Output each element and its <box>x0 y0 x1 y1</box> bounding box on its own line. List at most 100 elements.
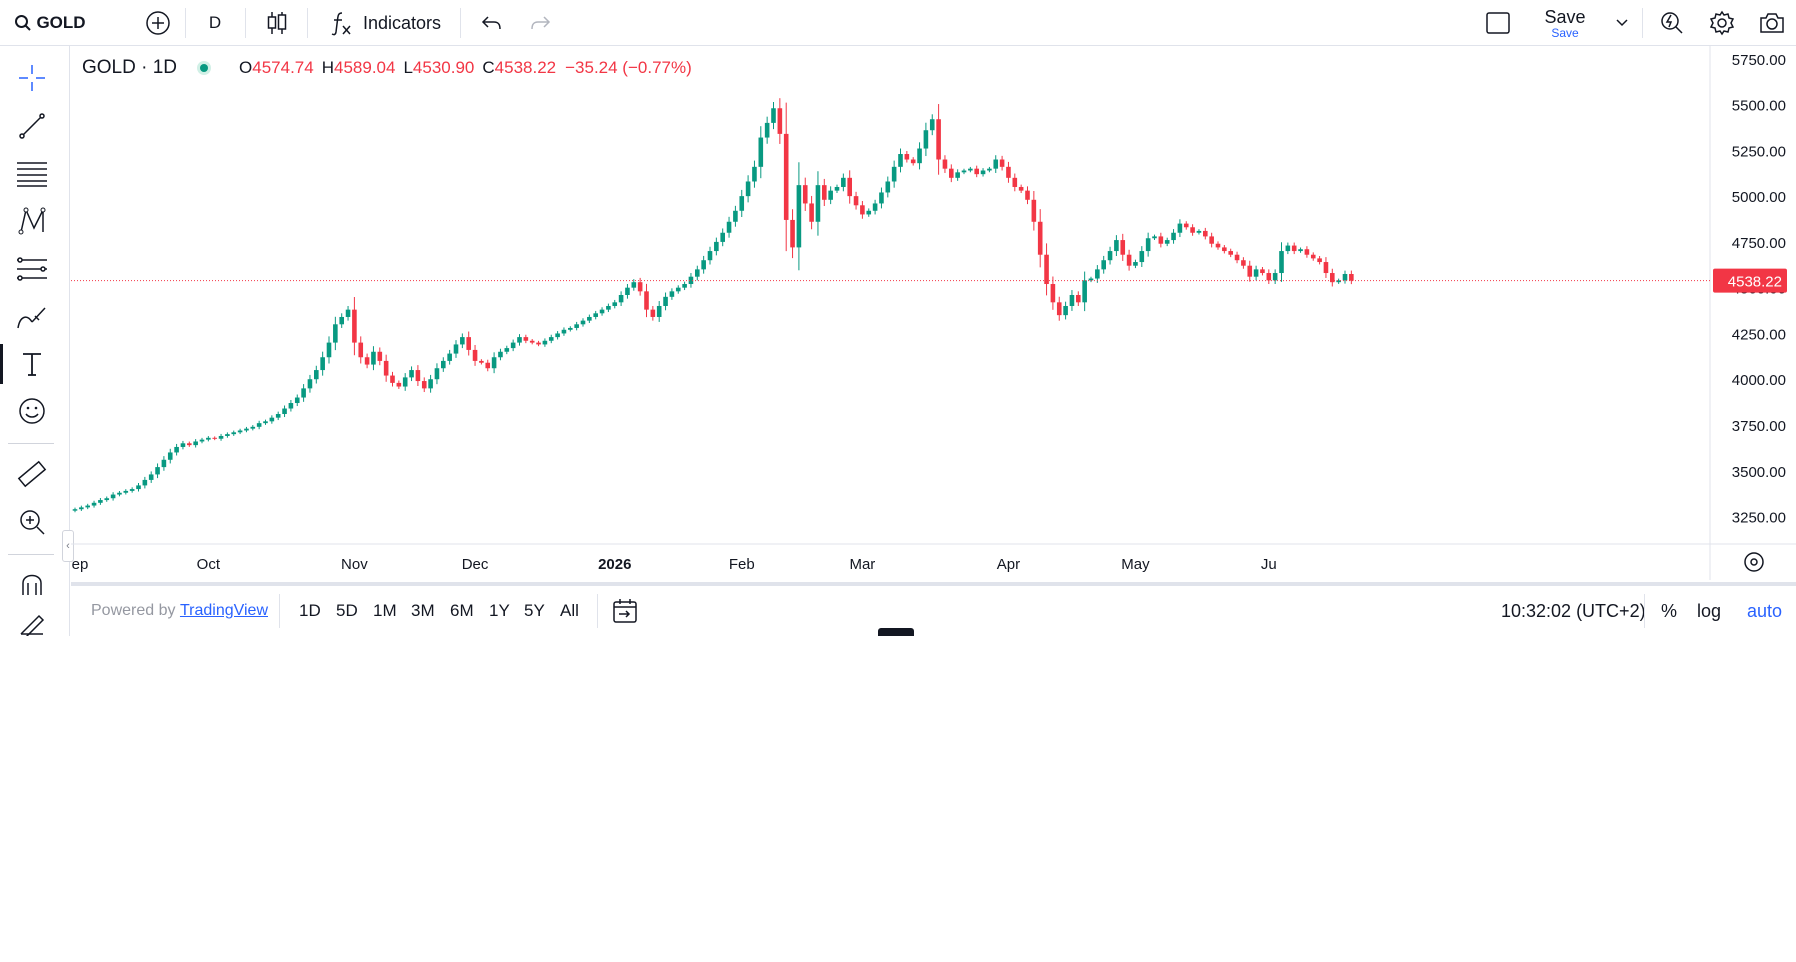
legend-title[interactable]: GOLD · 1D <box>82 57 178 78</box>
prediction-tool[interactable] <box>12 249 52 289</box>
candle <box>485 359 491 372</box>
candle <box>1025 186 1030 205</box>
compare-button[interactable] <box>140 0 176 46</box>
candle <box>1006 161 1011 183</box>
price-chart[interactable]: 5750.005500.005250.005000.004750.004500.… <box>71 46 1796 581</box>
candle <box>580 318 586 327</box>
candle-body <box>218 435 224 439</box>
candle <box>390 371 395 387</box>
candle-body <box>523 337 529 341</box>
indicators-button[interactable]: Indicators <box>325 0 445 46</box>
quick-search-button[interactable] <box>1655 0 1689 46</box>
last-price-label: 4538.22 <box>1728 274 1782 291</box>
tradingview-link[interactable]: TradingView <box>179 602 268 619</box>
active-indicator <box>0 344 3 384</box>
candle-body <box>409 370 414 378</box>
y-tick-label: 4000.00 <box>1732 372 1786 389</box>
candle <box>910 157 916 166</box>
last-price-badge[interactable] <box>1713 268 1787 293</box>
go-to-date-button[interactable] <box>611 586 641 636</box>
magnet-tool[interactable] <box>12 564 52 604</box>
x-tick-label: May <box>1121 556 1150 573</box>
candle <box>339 313 344 328</box>
brush-tool[interactable] <box>12 297 52 337</box>
range-3m[interactable]: 3M <box>411 601 435 620</box>
gear-icon <box>1709 10 1735 36</box>
candle <box>555 331 560 340</box>
prediction-icon <box>17 257 47 281</box>
candle-body <box>714 241 719 252</box>
ruler-icon <box>17 460 47 488</box>
candle <box>1037 209 1043 268</box>
candle-body <box>783 133 789 220</box>
candle-body <box>1145 238 1151 252</box>
market-status-icon[interactable] <box>197 61 212 75</box>
candle-body <box>599 309 605 314</box>
candle <box>739 189 745 218</box>
crosshair-tool[interactable] <box>12 58 52 98</box>
range-5y[interactable]: 5Y <box>524 601 545 620</box>
percent-toggle[interactable]: % <box>1661 600 1678 621</box>
candle <box>123 489 129 495</box>
candle <box>904 151 910 163</box>
range-5d[interactable]: 5D <box>336 601 358 620</box>
candle <box>1069 290 1075 311</box>
candle <box>593 310 598 320</box>
candle-body <box>85 505 90 508</box>
chart-type-button[interactable] <box>262 0 292 46</box>
candle-body <box>542 340 548 345</box>
candle <box>256 420 262 430</box>
save-menu-button[interactable] <box>1610 0 1634 46</box>
candle-body <box>314 370 319 380</box>
candle <box>733 205 738 227</box>
candle-body <box>980 170 986 175</box>
stay-in-drawing-tool[interactable] <box>12 606 52 636</box>
candle-body <box>707 251 713 261</box>
time-axis-settings-icon[interactable] <box>1744 552 1764 572</box>
symbol-search[interactable]: GOLD <box>10 0 90 46</box>
range-all[interactable]: All <box>560 601 579 620</box>
candle <box>771 102 776 130</box>
redo-button[interactable] <box>526 0 556 46</box>
candle-body <box>396 382 402 387</box>
candle-body <box>1037 221 1043 255</box>
auto-toggle[interactable]: auto <box>1747 600 1783 621</box>
candle-body <box>695 269 700 277</box>
fib-tool[interactable] <box>12 153 52 193</box>
pattern-tool[interactable] <box>12 201 52 241</box>
clock[interactable]: 10:32:02 (UTC+2) <box>1501 600 1646 621</box>
candle-body <box>929 119 935 131</box>
candle-body <box>1253 269 1259 277</box>
resize-handle[interactable] <box>878 628 914 636</box>
snapshot-button[interactable] <box>1755 0 1789 46</box>
candle-body <box>974 168 979 175</box>
candle <box>1076 291 1081 306</box>
close-value: 4538.22 <box>494 58 557 77</box>
emoji-tool[interactable] <box>12 391 52 431</box>
candle <box>1063 301 1068 320</box>
layout-button[interactable] <box>1481 0 1515 46</box>
range-1d[interactable]: 1D <box>299 601 321 620</box>
text-tool[interactable] <box>12 344 52 384</box>
candle <box>815 171 821 236</box>
range-1m[interactable]: 1M <box>373 601 397 620</box>
candle <box>1114 235 1119 257</box>
candle-body <box>1082 280 1087 303</box>
interval-button[interactable]: D <box>208 13 222 32</box>
candle-body <box>1133 262 1138 266</box>
settings-button[interactable] <box>1705 0 1739 46</box>
powered-by-label: Powered by <box>91 602 176 619</box>
save-button[interactable]: Save Save <box>1535 0 1595 46</box>
divider <box>245 8 246 38</box>
candle <box>1349 270 1354 285</box>
add-circle-icon <box>146 11 170 35</box>
undo-button[interactable] <box>476 0 506 46</box>
ruler-tool[interactable] <box>12 454 52 494</box>
log-toggle[interactable]: log <box>1697 600 1722 621</box>
zoom-tool[interactable] <box>12 502 52 542</box>
trend-line-tool[interactable] <box>12 106 52 146</box>
range-1y[interactable]: 1Y <box>489 601 510 620</box>
collapse-toolbar-handle[interactable]: ‹ <box>62 530 74 562</box>
candle <box>110 492 116 501</box>
range-6m[interactable]: 6M <box>450 601 474 620</box>
